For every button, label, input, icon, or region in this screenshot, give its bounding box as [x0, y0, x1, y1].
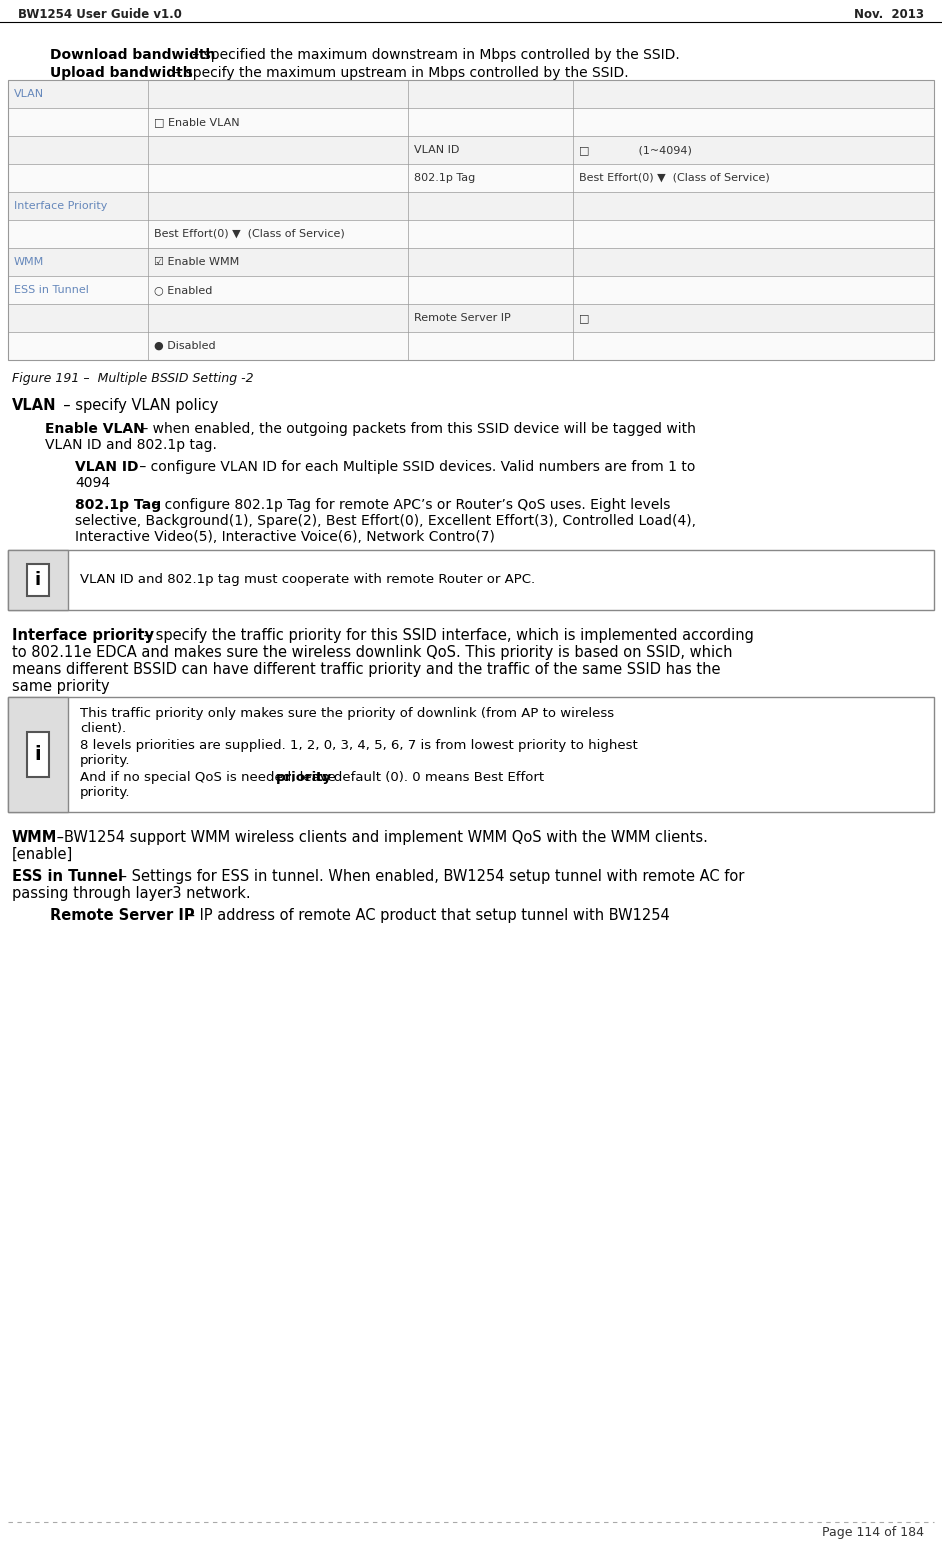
Text: to default (0). 0 means Best Effort: to default (0). 0 means Best Effort [312, 771, 544, 783]
Text: – IP address of remote AC product that setup tunnel with BW1254: – IP address of remote AC product that s… [183, 908, 670, 924]
Text: ○ Enabled: ○ Enabled [154, 285, 212, 295]
Bar [8, 80, 934, 359]
Bar [8, 136, 934, 163]
Text: VLAN ID and 802.1p tag.: VLAN ID and 802.1p tag. [45, 438, 217, 452]
Text: selective, Background(1), Spare(2), Best Effort(0), Excellent Effort(3), Control: selective, Background(1), Spare(2), Best… [75, 513, 696, 527]
Text: VLAN ID: VLAN ID [414, 145, 460, 156]
Text: And if no special QoS is needed, leave: And if no special QoS is needed, leave [80, 771, 340, 783]
Text: – Settings for ESS in tunnel. When enabled, BW1254 setup tunnel with remote AC f: – Settings for ESS in tunnel. When enabl… [115, 870, 744, 884]
Bar [27, 732, 49, 777]
Text: VLAN: VLAN [12, 398, 57, 413]
Text: Remote Server IP: Remote Server IP [50, 908, 195, 924]
Text: – specify VLAN policy: – specify VLAN policy [54, 398, 219, 413]
Text: Best Effort(0) ▼  (Class of Service): Best Effort(0) ▼ (Class of Service) [154, 230, 345, 239]
Text: Interface priority: Interface priority [12, 628, 154, 643]
Text: Best Effort(0) ▼  (Class of Service): Best Effort(0) ▼ (Class of Service) [579, 173, 770, 183]
Text: same priority: same priority [12, 678, 109, 694]
Text: – configure 802.1p Tag for remote APC’s or Router’s QoS uses. Eight levels: – configure 802.1p Tag for remote APC’s … [149, 498, 671, 512]
Bar [8, 248, 934, 276]
Text: WMM: WMM [14, 258, 44, 267]
Text: VLAN ID and 802.1p tag must cooperate with remote Router or APC.: VLAN ID and 802.1p tag must cooperate wi… [80, 574, 535, 586]
Bar [8, 550, 934, 611]
Text: 802.1p Tag: 802.1p Tag [414, 173, 476, 183]
Bar [8, 332, 934, 359]
Text: Interface Priority: Interface Priority [14, 200, 107, 211]
Text: Enable VLAN: Enable VLAN [45, 423, 145, 436]
Text: BW1254 User Guide v1.0: BW1254 User Guide v1.0 [18, 8, 182, 22]
Bar [27, 564, 49, 597]
Text: – specify the traffic priority for this SSID interface, which is implemented acc: – specify the traffic priority for this … [139, 628, 754, 643]
Text: ESS in Tunnel: ESS in Tunnel [14, 285, 89, 295]
Text: means different BSSID can have different traffic priority and the traffic of the: means different BSSID can have different… [12, 662, 721, 677]
Text: priority.: priority. [80, 786, 131, 799]
Text: passing through layer3 network.: passing through layer3 network. [12, 887, 251, 901]
Text: –BW1254 support WMM wireless clients and implement WMM QoS with the WMM clients.: –BW1254 support WMM wireless clients and… [52, 830, 707, 845]
Text: client).: client). [80, 722, 126, 736]
Bar [8, 80, 934, 108]
Text: This traffic priority only makes sure the priority of downlink (from AP to wirel: This traffic priority only makes sure th… [80, 706, 614, 720]
Text: i: i [35, 745, 41, 763]
Text: – configure VLAN ID for each Multiple SSID devices. Valid numbers are from 1 to: – configure VLAN ID for each Multiple SS… [135, 460, 695, 473]
Text: ESS in Tunnel: ESS in Tunnel [12, 870, 123, 884]
Bar [8, 697, 68, 813]
Text: VLAN ID: VLAN ID [75, 460, 138, 473]
Text: ☑ Enable WMM: ☑ Enable WMM [154, 258, 239, 267]
Text: Nov.  2013: Nov. 2013 [854, 8, 924, 22]
Text: [enable]: [enable] [12, 847, 73, 862]
Bar [8, 276, 934, 304]
Bar [8, 221, 934, 248]
Text: priority: priority [276, 771, 333, 783]
Text: □: □ [579, 313, 659, 322]
Text: – specify the maximum upstream in Mbps controlled by the SSID.: – specify the maximum upstream in Mbps c… [170, 66, 628, 80]
Text: Remote Server IP: Remote Server IP [414, 313, 511, 322]
Text: Interactive Video(5), Interactive Voice(6), Network Contro(7): Interactive Video(5), Interactive Voice(… [75, 530, 495, 544]
Bar [8, 163, 934, 193]
Text: □ Enable VLAN: □ Enable VLAN [154, 117, 239, 126]
Bar [8, 550, 68, 611]
Text: ● Disabled: ● Disabled [154, 341, 216, 352]
Text: 4094: 4094 [75, 476, 110, 490]
Text: Upload bandwidth: Upload bandwidth [50, 66, 192, 80]
Text: WMM: WMM [12, 830, 57, 845]
Text: priority.: priority. [80, 754, 131, 766]
Text: □              (1~4094): □ (1~4094) [579, 145, 691, 156]
Text: – specified the maximum downstream in Mbps controlled by the SSID.: – specified the maximum downstream in Mb… [188, 48, 680, 62]
Bar [8, 304, 934, 332]
Text: 8 levels priorities are supplied. 1, 2, 0, 3, 4, 5, 6, 7 is from lowest priority: 8 levels priorities are supplied. 1, 2, … [80, 739, 638, 752]
Text: Figure 191 –  Multiple BSSID Setting -2: Figure 191 – Multiple BSSID Setting -2 [12, 372, 253, 386]
Text: Download bandwidth: Download bandwidth [50, 48, 216, 62]
Text: to 802.11e EDCA and makes sure the wireless downlink QoS. This priority is based: to 802.11e EDCA and makes sure the wirel… [12, 645, 733, 660]
Text: i: i [35, 571, 41, 589]
Bar [8, 193, 934, 221]
Bar [8, 108, 934, 136]
Text: – when enabled, the outgoing packets from this SSID device will be tagged with: – when enabled, the outgoing packets fro… [137, 423, 696, 436]
Text: Page 114 of 184: Page 114 of 184 [822, 1527, 924, 1539]
Text: VLAN: VLAN [14, 89, 44, 99]
Text: 802.1p Tag: 802.1p Tag [75, 498, 161, 512]
Bar [8, 697, 934, 813]
